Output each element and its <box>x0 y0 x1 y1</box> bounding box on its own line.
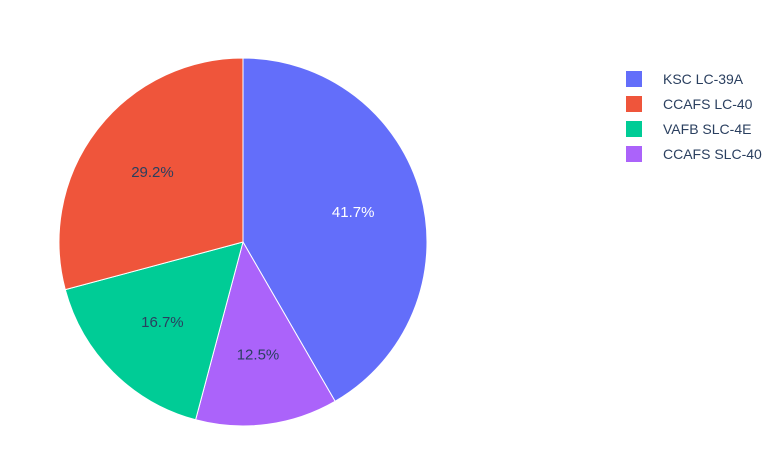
pie-slice-vafb-slc-4e[interactable] <box>64 241 244 421</box>
legend-swatch <box>626 70 642 87</box>
pie-slice-ccafs-lc-40[interactable] <box>58 57 244 291</box>
pie-slices <box>58 57 428 427</box>
legend-item-vafb-slc-4e[interactable]: VAFB SLC-4E <box>626 116 762 141</box>
legend: KSC LC-39A CCAFS LC-40 VAFB SLC-4E CCAFS… <box>626 66 762 166</box>
legend-swatch <box>626 95 642 112</box>
pie-slice-ksc-lc-39a[interactable] <box>242 57 428 402</box>
legend-label: KSC LC-39A <box>663 70 744 87</box>
legend-label: CCAFS LC-40 <box>663 95 753 112</box>
slice-percent-label: 41.7% <box>332 204 375 221</box>
legend-swatch <box>626 120 642 137</box>
legend-label: CCAFS SLC-40 <box>663 145 762 162</box>
legend-item-ccafs-lc-40[interactable]: CCAFS LC-40 <box>626 91 762 116</box>
legend-item-ksc-lc-39a[interactable]: KSC LC-39A <box>626 66 762 91</box>
slice-percent-label: 12.5% <box>237 347 280 364</box>
pie-slice-ccafs-slc-40[interactable] <box>194 240 336 427</box>
slice-percent-label: 16.7% <box>141 314 184 331</box>
legend-item-ccafs-slc-40[interactable]: CCAFS SLC-40 <box>626 141 762 166</box>
pie-slice-labels: 41.7% 12.5% 16.7% 29.2% <box>131 164 374 364</box>
legend-swatch <box>626 145 642 162</box>
slice-percent-label: 29.2% <box>131 164 174 181</box>
legend-label: VAFB SLC-4E <box>663 120 752 137</box>
